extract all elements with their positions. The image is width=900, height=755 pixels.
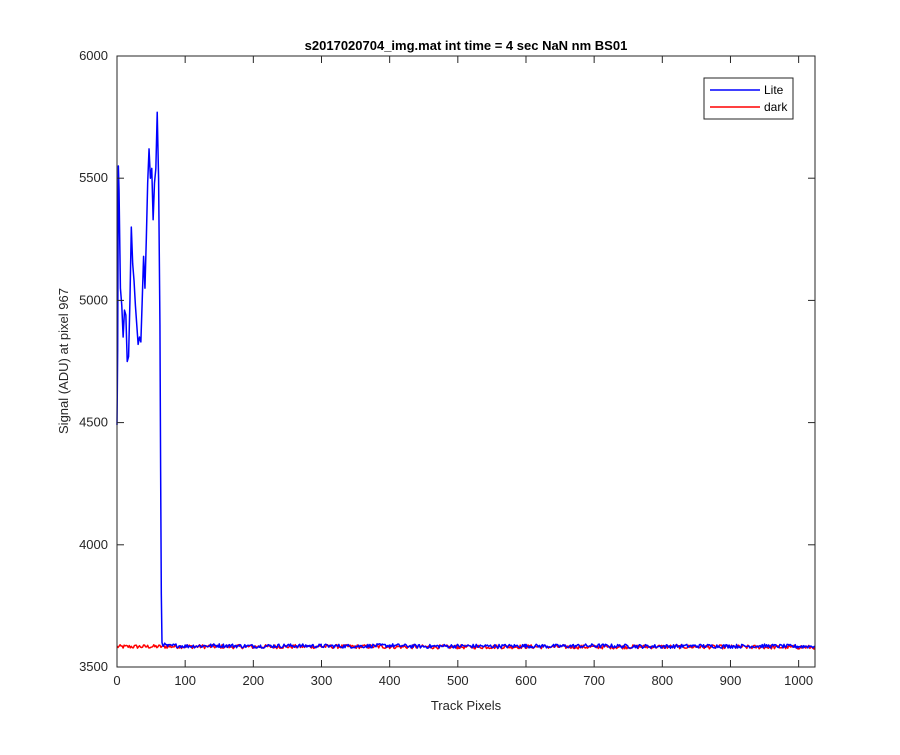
- y-tick-label: 5500: [79, 170, 108, 185]
- x-tick-label: 400: [379, 673, 401, 688]
- y-axis-label: Signal (ADU) at pixel 967: [56, 288, 71, 434]
- series-line-lite: [116, 111, 816, 650]
- chart-title: s2017020704_img.mat int time = 4 sec NaN…: [305, 38, 628, 53]
- y-tick-label: 6000: [79, 48, 108, 63]
- y-tick-label: 4000: [79, 537, 108, 552]
- axes-box: [116, 55, 816, 668]
- x-tick-label: 200: [242, 673, 264, 688]
- x-tick-label: 500: [447, 673, 469, 688]
- x-tick-label: 1000: [784, 673, 813, 688]
- legend: Lite dark: [703, 77, 794, 120]
- y-tick-label: 5000: [79, 292, 108, 307]
- legend-label-dark: dark: [764, 100, 788, 114]
- x-tick-label: 300: [311, 673, 333, 688]
- x-tick-label: 800: [651, 673, 673, 688]
- x-tick-label: 0: [113, 673, 120, 688]
- y-tick-label: 3500: [79, 659, 108, 674]
- legend-box: [703, 77, 794, 120]
- y-tick-label: 4500: [79, 415, 108, 430]
- y-axis-ticks: 3500 4000 4500 5000 5500 6000: [79, 48, 815, 674]
- x-tick-label: 100: [174, 673, 196, 688]
- series-layer: [116, 111, 816, 650]
- x-tick-label: 600: [515, 673, 537, 688]
- x-axis-ticks: 0 100 200 300 400 500 600 700 800 900 1000: [113, 56, 813, 688]
- x-axis-label: Track Pixels: [431, 698, 502, 713]
- plot-area: [117, 56, 815, 667]
- legend-label-lite: Lite: [764, 83, 784, 97]
- x-tick-label: 700: [583, 673, 605, 688]
- x-tick-label: 900: [720, 673, 742, 688]
